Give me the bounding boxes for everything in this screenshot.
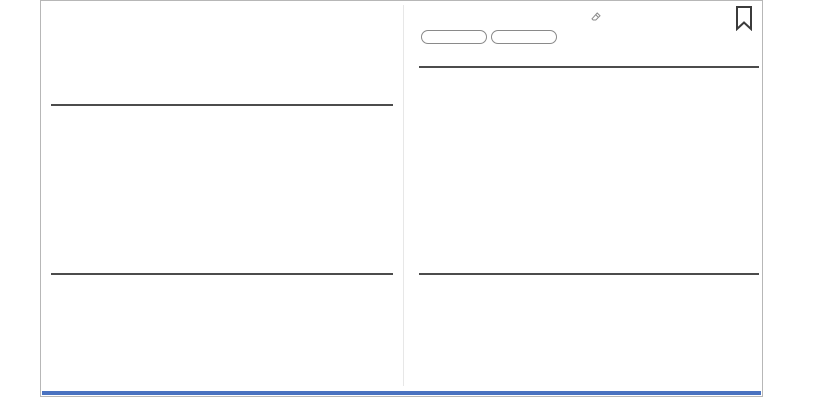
kpi-average-scrap [167, 29, 277, 32]
bookmark-icon[interactable] [734, 5, 754, 32]
bottom-accent-bar [42, 391, 761, 395]
panel-divider [403, 5, 404, 386]
kpi-total-production [55, 29, 165, 32]
filter-button-hersteller-a[interactable] [421, 30, 487, 44]
machine-type-slicer [421, 9, 601, 44]
eraser-icon[interactable] [591, 9, 601, 27]
dashboard-frame [40, 0, 763, 397]
filter-button-hersteller-b[interactable] [491, 30, 557, 44]
